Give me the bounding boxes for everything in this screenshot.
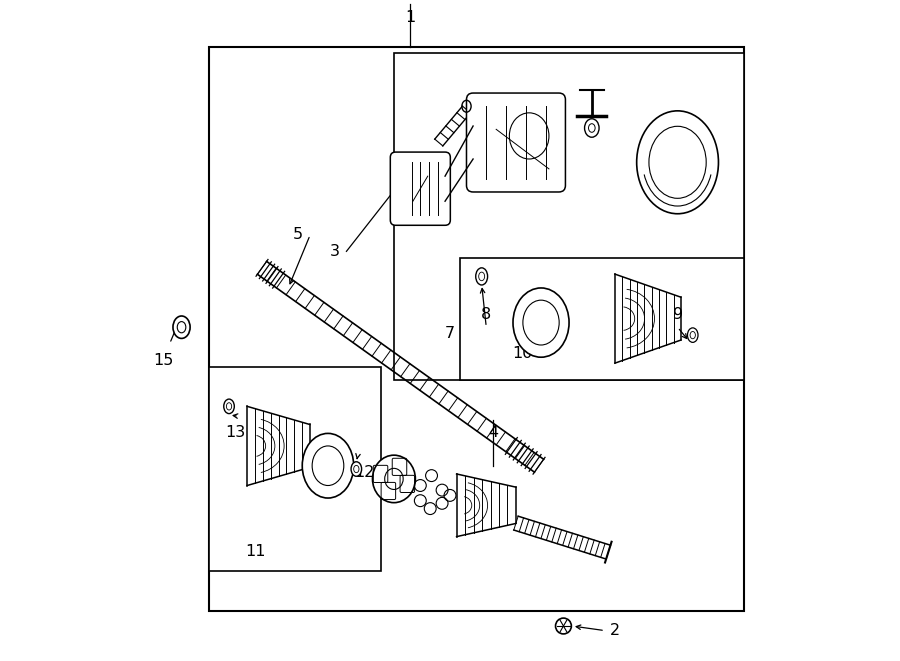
Text: 1: 1	[405, 10, 416, 24]
Text: 2: 2	[610, 623, 620, 638]
Text: 8: 8	[482, 307, 491, 321]
Text: 7: 7	[445, 327, 455, 341]
Text: 11: 11	[245, 544, 266, 559]
Ellipse shape	[555, 618, 572, 634]
Ellipse shape	[688, 328, 698, 342]
Ellipse shape	[373, 455, 416, 502]
FancyBboxPatch shape	[391, 152, 450, 225]
Text: 14: 14	[324, 478, 345, 493]
Text: 12: 12	[354, 465, 374, 480]
Ellipse shape	[585, 119, 599, 137]
Text: 9: 9	[672, 307, 682, 321]
Text: 6: 6	[692, 165, 702, 180]
Text: 3: 3	[329, 244, 339, 259]
Text: 4: 4	[488, 425, 498, 440]
Ellipse shape	[636, 111, 718, 214]
Ellipse shape	[302, 434, 354, 498]
Bar	[460, 258, 743, 380]
Ellipse shape	[351, 462, 362, 477]
Text: 5: 5	[293, 227, 303, 243]
Ellipse shape	[476, 268, 488, 285]
Bar	[209, 367, 381, 571]
Text: 13: 13	[226, 425, 246, 440]
Ellipse shape	[513, 288, 569, 357]
Ellipse shape	[173, 316, 190, 338]
Text: 15: 15	[153, 353, 174, 368]
Ellipse shape	[224, 399, 234, 414]
Text: 10: 10	[512, 346, 533, 361]
FancyBboxPatch shape	[466, 93, 565, 192]
Bar	[394, 54, 743, 380]
Bar	[209, 47, 743, 611]
